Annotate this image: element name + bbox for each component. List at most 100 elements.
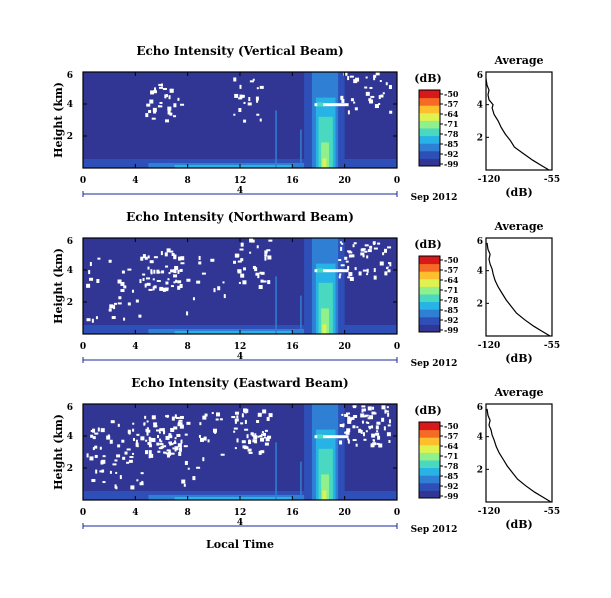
no-data-cell bbox=[145, 450, 149, 455]
x-tick-label: 8 bbox=[185, 176, 191, 186]
y-tick-label: 6 bbox=[67, 237, 73, 247]
no-data-cell bbox=[153, 422, 156, 425]
no-data-cell bbox=[89, 277, 94, 281]
x-axis-label: Local Time bbox=[206, 538, 274, 551]
y-tick-label: 6 bbox=[67, 71, 73, 81]
no-data-cell bbox=[240, 94, 245, 98]
no-data-cell bbox=[174, 265, 179, 270]
no-data-cell bbox=[234, 93, 239, 98]
no-data-cell bbox=[352, 244, 355, 248]
no-data-cell bbox=[262, 409, 267, 414]
colorbar-segment bbox=[419, 158, 440, 167]
no-data-cell bbox=[351, 254, 355, 258]
no-data-cell bbox=[339, 269, 343, 272]
no-data-cell bbox=[365, 421, 368, 424]
no-data-cell bbox=[367, 249, 372, 253]
no-data-cell bbox=[165, 265, 169, 268]
no-data-cell bbox=[219, 418, 223, 421]
x-tick-label: 4 bbox=[132, 176, 138, 186]
y-axis-label: Height (km) bbox=[52, 82, 65, 158]
no-data-cell bbox=[168, 435, 173, 439]
no-data-cell bbox=[381, 417, 385, 422]
no-data-cell bbox=[207, 439, 210, 443]
no-data-cell bbox=[371, 425, 374, 429]
no-data-cell bbox=[358, 271, 362, 276]
no-data-cell bbox=[161, 270, 165, 274]
colorbar-tick-label: -57 bbox=[444, 99, 458, 109]
date-label: Sep 2012 bbox=[411, 193, 458, 203]
no-data-cell bbox=[168, 272, 171, 275]
no-data-cell bbox=[181, 479, 186, 484]
no-data-cell bbox=[355, 77, 360, 82]
no-data-cell bbox=[242, 280, 247, 285]
no-data-cell bbox=[143, 422, 146, 425]
avg-y-tick-label: 6 bbox=[477, 71, 483, 81]
no-data-cell bbox=[203, 436, 207, 441]
no-data-cell bbox=[222, 281, 225, 284]
no-data-cell bbox=[386, 406, 389, 409]
avg-x-tick-label: -120 bbox=[478, 507, 501, 517]
no-data-cell bbox=[259, 118, 262, 122]
no-data-cell bbox=[120, 289, 125, 293]
no-data-cell bbox=[111, 316, 116, 320]
no-data-cell bbox=[150, 269, 153, 274]
no-data-cell bbox=[129, 456, 134, 459]
no-data-cell bbox=[379, 261, 384, 266]
colorbar-segment bbox=[419, 256, 440, 265]
no-data-cell bbox=[146, 420, 149, 423]
no-data-cell bbox=[86, 453, 89, 458]
no-data-cell bbox=[256, 87, 259, 90]
no-data-cell bbox=[159, 287, 164, 291]
no-data-cell bbox=[126, 461, 130, 464]
no-data-cell bbox=[168, 95, 171, 100]
no-data-cell bbox=[367, 406, 372, 411]
no-data-cell bbox=[148, 444, 152, 448]
no-data-cell bbox=[122, 456, 126, 460]
no-data-cell bbox=[196, 466, 201, 469]
no-data-cell bbox=[239, 248, 244, 251]
no-data-cell bbox=[166, 415, 169, 418]
no-data-cell bbox=[259, 435, 263, 438]
no-data-cell bbox=[264, 436, 267, 439]
no-data-cell bbox=[258, 285, 263, 290]
no-data-cell bbox=[339, 423, 343, 427]
no-data-cell bbox=[102, 455, 106, 458]
average-frame bbox=[485, 71, 553, 171]
no-data-cell bbox=[347, 265, 350, 270]
no-data-cell bbox=[176, 433, 181, 437]
y-tick-label: 4 bbox=[67, 266, 73, 276]
no-data-cell bbox=[247, 102, 252, 106]
x-tick-label: 0 bbox=[394, 176, 400, 186]
no-data-cell bbox=[86, 283, 91, 288]
no-data-cell bbox=[202, 415, 207, 420]
no-data-cell bbox=[216, 412, 221, 417]
no-data-cell bbox=[240, 422, 244, 425]
no-data-cell bbox=[178, 447, 182, 452]
no-data-cell bbox=[364, 86, 368, 89]
no-data-cell bbox=[169, 88, 174, 93]
colorbar-segment bbox=[419, 475, 440, 484]
no-data-cell bbox=[257, 412, 262, 417]
no-data-cell bbox=[246, 434, 249, 439]
no-data-cell bbox=[233, 427, 238, 430]
no-data-cell bbox=[364, 250, 368, 253]
no-data-cell bbox=[237, 260, 242, 263]
no-data-cell bbox=[261, 431, 264, 434]
no-data-cell bbox=[167, 106, 172, 111]
no-data-cell bbox=[140, 256, 144, 261]
no-data-cell bbox=[339, 440, 343, 445]
colorbar-segment bbox=[419, 444, 440, 453]
plot-area bbox=[83, 404, 397, 500]
avg-x-tick-label: -55 bbox=[544, 175, 560, 185]
no-data-cell bbox=[248, 97, 251, 102]
no-data-cell bbox=[360, 429, 363, 434]
avg-x-tick-label: -55 bbox=[544, 507, 560, 517]
y-tick-label: 2 bbox=[67, 464, 73, 474]
avg-x-tick-label: -120 bbox=[478, 175, 501, 185]
colorbar-unit: (dB) bbox=[414, 72, 441, 85]
no-data-cell bbox=[99, 446, 102, 450]
no-data-cell bbox=[138, 314, 142, 318]
no-data-cell bbox=[127, 302, 131, 306]
no-data-cell bbox=[363, 408, 366, 412]
no-data-cell bbox=[144, 256, 148, 260]
